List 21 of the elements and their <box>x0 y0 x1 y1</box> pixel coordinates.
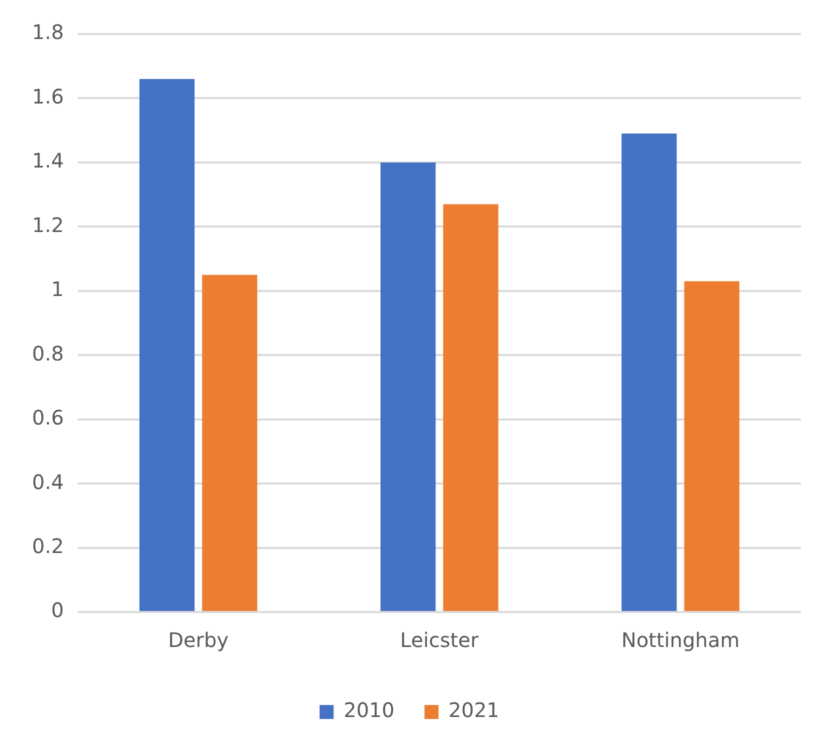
x-tick-label: Nottingham <box>621 628 740 652</box>
bar <box>202 274 258 611</box>
y-tick-label: 1.2 <box>32 212 64 237</box>
bar <box>684 281 740 611</box>
y-tick-label: 1.8 <box>32 20 64 44</box>
y-tick-label: 0.6 <box>32 406 64 430</box>
y-tick-label: 0.4 <box>32 470 64 494</box>
y-tick-label: 0 <box>51 598 64 622</box>
y-tick-label: 0.8 <box>32 341 64 366</box>
x-tick-label: Derby <box>168 628 229 652</box>
y-tick-label: 1.4 <box>32 148 64 173</box>
bar <box>443 204 498 611</box>
y-tick-label: 0.2 <box>32 534 64 558</box>
y-tick-label: 1.6 <box>32 84 64 108</box>
bar <box>380 162 436 611</box>
bar <box>622 134 677 611</box>
legend-label: 2010 <box>344 698 395 722</box>
bar <box>139 78 195 611</box>
legend-label: 2021 <box>448 698 500 722</box>
x-tick-label: Leicster <box>400 628 480 652</box>
y-tick-label: 1 <box>51 277 64 302</box>
